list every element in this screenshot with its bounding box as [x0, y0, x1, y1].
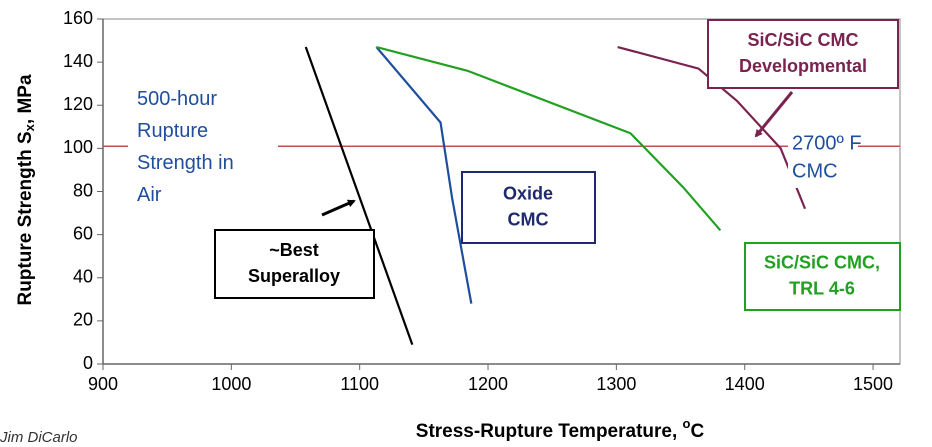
- y-tick-label: 0: [83, 353, 93, 373]
- annotation-box: [744, 242, 901, 311]
- y-tick-label: 60: [73, 223, 93, 243]
- y-tick-label: 100: [63, 137, 93, 157]
- x-axis-title-part: C: [691, 421, 705, 442]
- annotation-box: [461, 171, 596, 244]
- annotation-text: Rupture: [137, 120, 208, 142]
- series-line: [375, 46, 473, 304]
- annotation-text: Strength in: [137, 152, 234, 174]
- series-line: [376, 45, 722, 232]
- x-tick-label: 1200: [468, 374, 508, 394]
- y-tick-label: 120: [63, 94, 93, 114]
- annotation-bg: [788, 128, 858, 188]
- y-tick-label: 40: [73, 267, 93, 287]
- annotation-text: SiC/SiC CMC,: [764, 252, 880, 272]
- y-tick-label: 140: [63, 51, 93, 71]
- y-tick-label: 80: [73, 180, 93, 200]
- x-tick-label: 1400: [725, 374, 765, 394]
- arrow: [321, 199, 356, 217]
- y-axis-title-part: , MPa: [15, 74, 36, 124]
- annotation-text: Air: [137, 184, 162, 206]
- annotation-box: [214, 229, 375, 299]
- x-tick-label: 1300: [596, 374, 636, 394]
- credit: Jim DiCarlo: [0, 429, 78, 446]
- arrow: [754, 91, 794, 138]
- annotation-text: Oxide: [503, 183, 553, 203]
- annotation-text: ~Best: [269, 240, 319, 260]
- x-tick-label: 900: [88, 374, 118, 394]
- annotation-box: [707, 19, 899, 89]
- y-tick-label: 20: [73, 310, 93, 330]
- x-axis-title-part: o: [683, 416, 691, 431]
- annotation-text: 2700º F: [792, 132, 862, 154]
- annotation-text: CMC: [508, 209, 549, 229]
- x-axis-title-part: Stress-Rupture Temperature,: [416, 421, 683, 442]
- y-axis-title: Rupture Strength Sx, MPa: [15, 74, 37, 305]
- x-tick-label: 1100: [340, 374, 379, 394]
- annotation-text: Developmental: [739, 56, 867, 76]
- x-tick-label: 1000: [211, 374, 251, 394]
- x-axis-title: Stress-Rupture Temperature, oC: [416, 416, 705, 442]
- annotation-text: TRL 4-6: [789, 278, 855, 298]
- annotation-text: SiC/SiC CMC: [747, 30, 858, 50]
- annotation-text: CMC: [792, 160, 838, 182]
- y-axis-title-part: x: [22, 123, 37, 131]
- series-line: [304, 46, 414, 345]
- y-axis-title-part: Rupture Strength S: [15, 131, 36, 305]
- annotation-text: Superalloy: [248, 266, 340, 286]
- x-tick-label: 1500: [853, 374, 893, 394]
- annotation-text: 500-hour: [137, 88, 217, 110]
- y-tick-label: 160: [63, 8, 93, 28]
- annotation-bg: [128, 85, 278, 210]
